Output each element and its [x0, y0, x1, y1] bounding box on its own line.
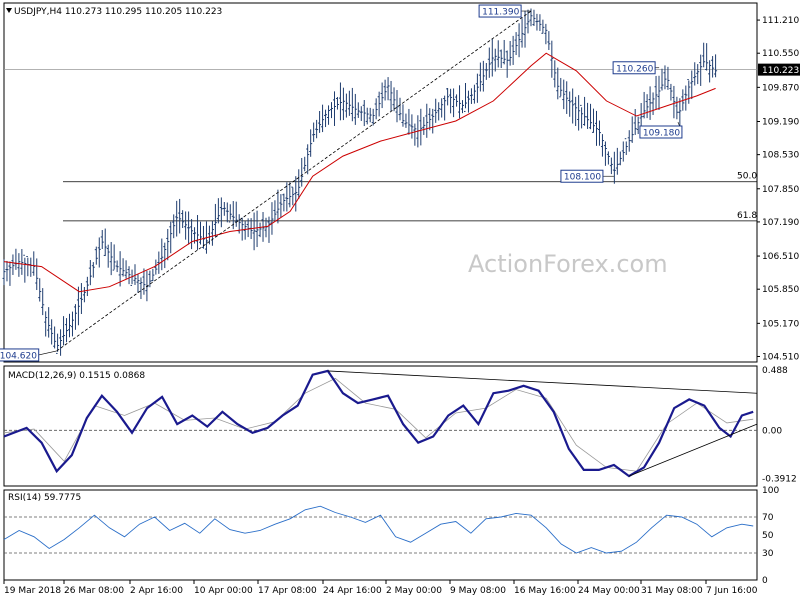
x-tick-label: 2 Apr 16:00: [130, 586, 183, 596]
macd-y-label: -0.3912: [762, 475, 797, 485]
macd-panel-frame: [3, 365, 758, 487]
macd-line: [3, 369, 754, 478]
macd-y-label: 0.00: [762, 426, 782, 436]
annotation-label-110.260: 110.260: [616, 64, 653, 74]
annotation-box: [0, 348, 40, 362]
x-tick-label: 26 Mar 08:00: [64, 586, 124, 596]
macd-y-label: 0.488: [762, 366, 788, 376]
macd-signal-line: [3, 377, 754, 472]
rsi-line: [3, 505, 754, 554]
fib-label-50.0: 50.0: [737, 172, 757, 182]
x-tick-label: 24 May 00:00: [578, 586, 640, 596]
annotation-box: [612, 61, 656, 75]
price-trendline: [56, 10, 532, 352]
x-tick-label: 10 Apr 00:00: [194, 586, 253, 596]
rsi-title: RSI(14) 59.7775: [8, 493, 81, 503]
x-tick-label: 24 Apr 16:00: [323, 586, 382, 596]
current-price-badge: [758, 63, 800, 76]
x-tick-label: 16 May 16:00: [514, 586, 576, 596]
annotation-leader: [38, 350, 57, 356]
watermark: ActionForex.com: [468, 250, 668, 278]
collapse-triangle-icon: [6, 8, 12, 13]
price-bars: [2, 8, 718, 356]
price-y-label: 108.530: [762, 151, 799, 161]
rsi-panel-frame: [3, 489, 758, 581]
price-y-label: 105.170: [762, 319, 799, 329]
rsi-y-label: 50: [762, 531, 774, 541]
x-tick-label: 7 Jun 16:00: [706, 586, 758, 596]
price-y-label: 109.870: [762, 83, 799, 93]
annotation-box: [478, 4, 522, 18]
x-tick-label: 17 Apr 08:00: [258, 586, 317, 596]
price-panel-frame: [3, 2, 758, 363]
annotation-label-109.180: 109.180: [643, 128, 680, 138]
rsi-y-label: 30: [762, 549, 774, 559]
price-y-label: 104.510: [762, 352, 799, 362]
macd-trendline: [327, 370, 758, 394]
price-y-label: 107.850: [762, 185, 799, 195]
annotation-box: [560, 169, 604, 183]
moving-average-line: [3, 52, 716, 293]
annotation-label-104.620: 104.620: [0, 351, 37, 361]
macd-trendline: [628, 423, 758, 477]
fib-label-61.8: 61.8: [737, 211, 757, 221]
price-y-label: 107.190: [762, 218, 799, 228]
price-y-label: 106.510: [762, 252, 799, 262]
annotation-label-111.390: 111.390: [482, 8, 519, 18]
price-y-label: 111.210: [762, 16, 799, 26]
current-price-label: 110.223: [762, 66, 799, 76]
x-tick-label: 19 Mar 2018: [4, 586, 61, 596]
price-y-label: 110.550: [762, 49, 799, 59]
rsi-y-label: 70: [762, 513, 774, 523]
x-tick-label: 31 May 08:00: [641, 586, 703, 596]
x-tick-label: 2 May 00:00: [386, 586, 442, 596]
annotation-box: [639, 125, 683, 139]
price-y-label: 109.190: [762, 117, 799, 127]
rsi-y-label: 100: [762, 486, 779, 496]
rsi-y-label: 0: [762, 576, 768, 586]
price-y-label: 105.850: [762, 285, 799, 295]
macd-title: MACD(12,26,9) 0.1515 0.0868: [8, 371, 145, 381]
annotation-label-108.100: 108.100: [564, 173, 601, 183]
price-header: USDJPY,H4 110.273 110.295 110.205 110.22…: [14, 7, 222, 17]
x-tick-label: 9 May 08:00: [450, 586, 506, 596]
